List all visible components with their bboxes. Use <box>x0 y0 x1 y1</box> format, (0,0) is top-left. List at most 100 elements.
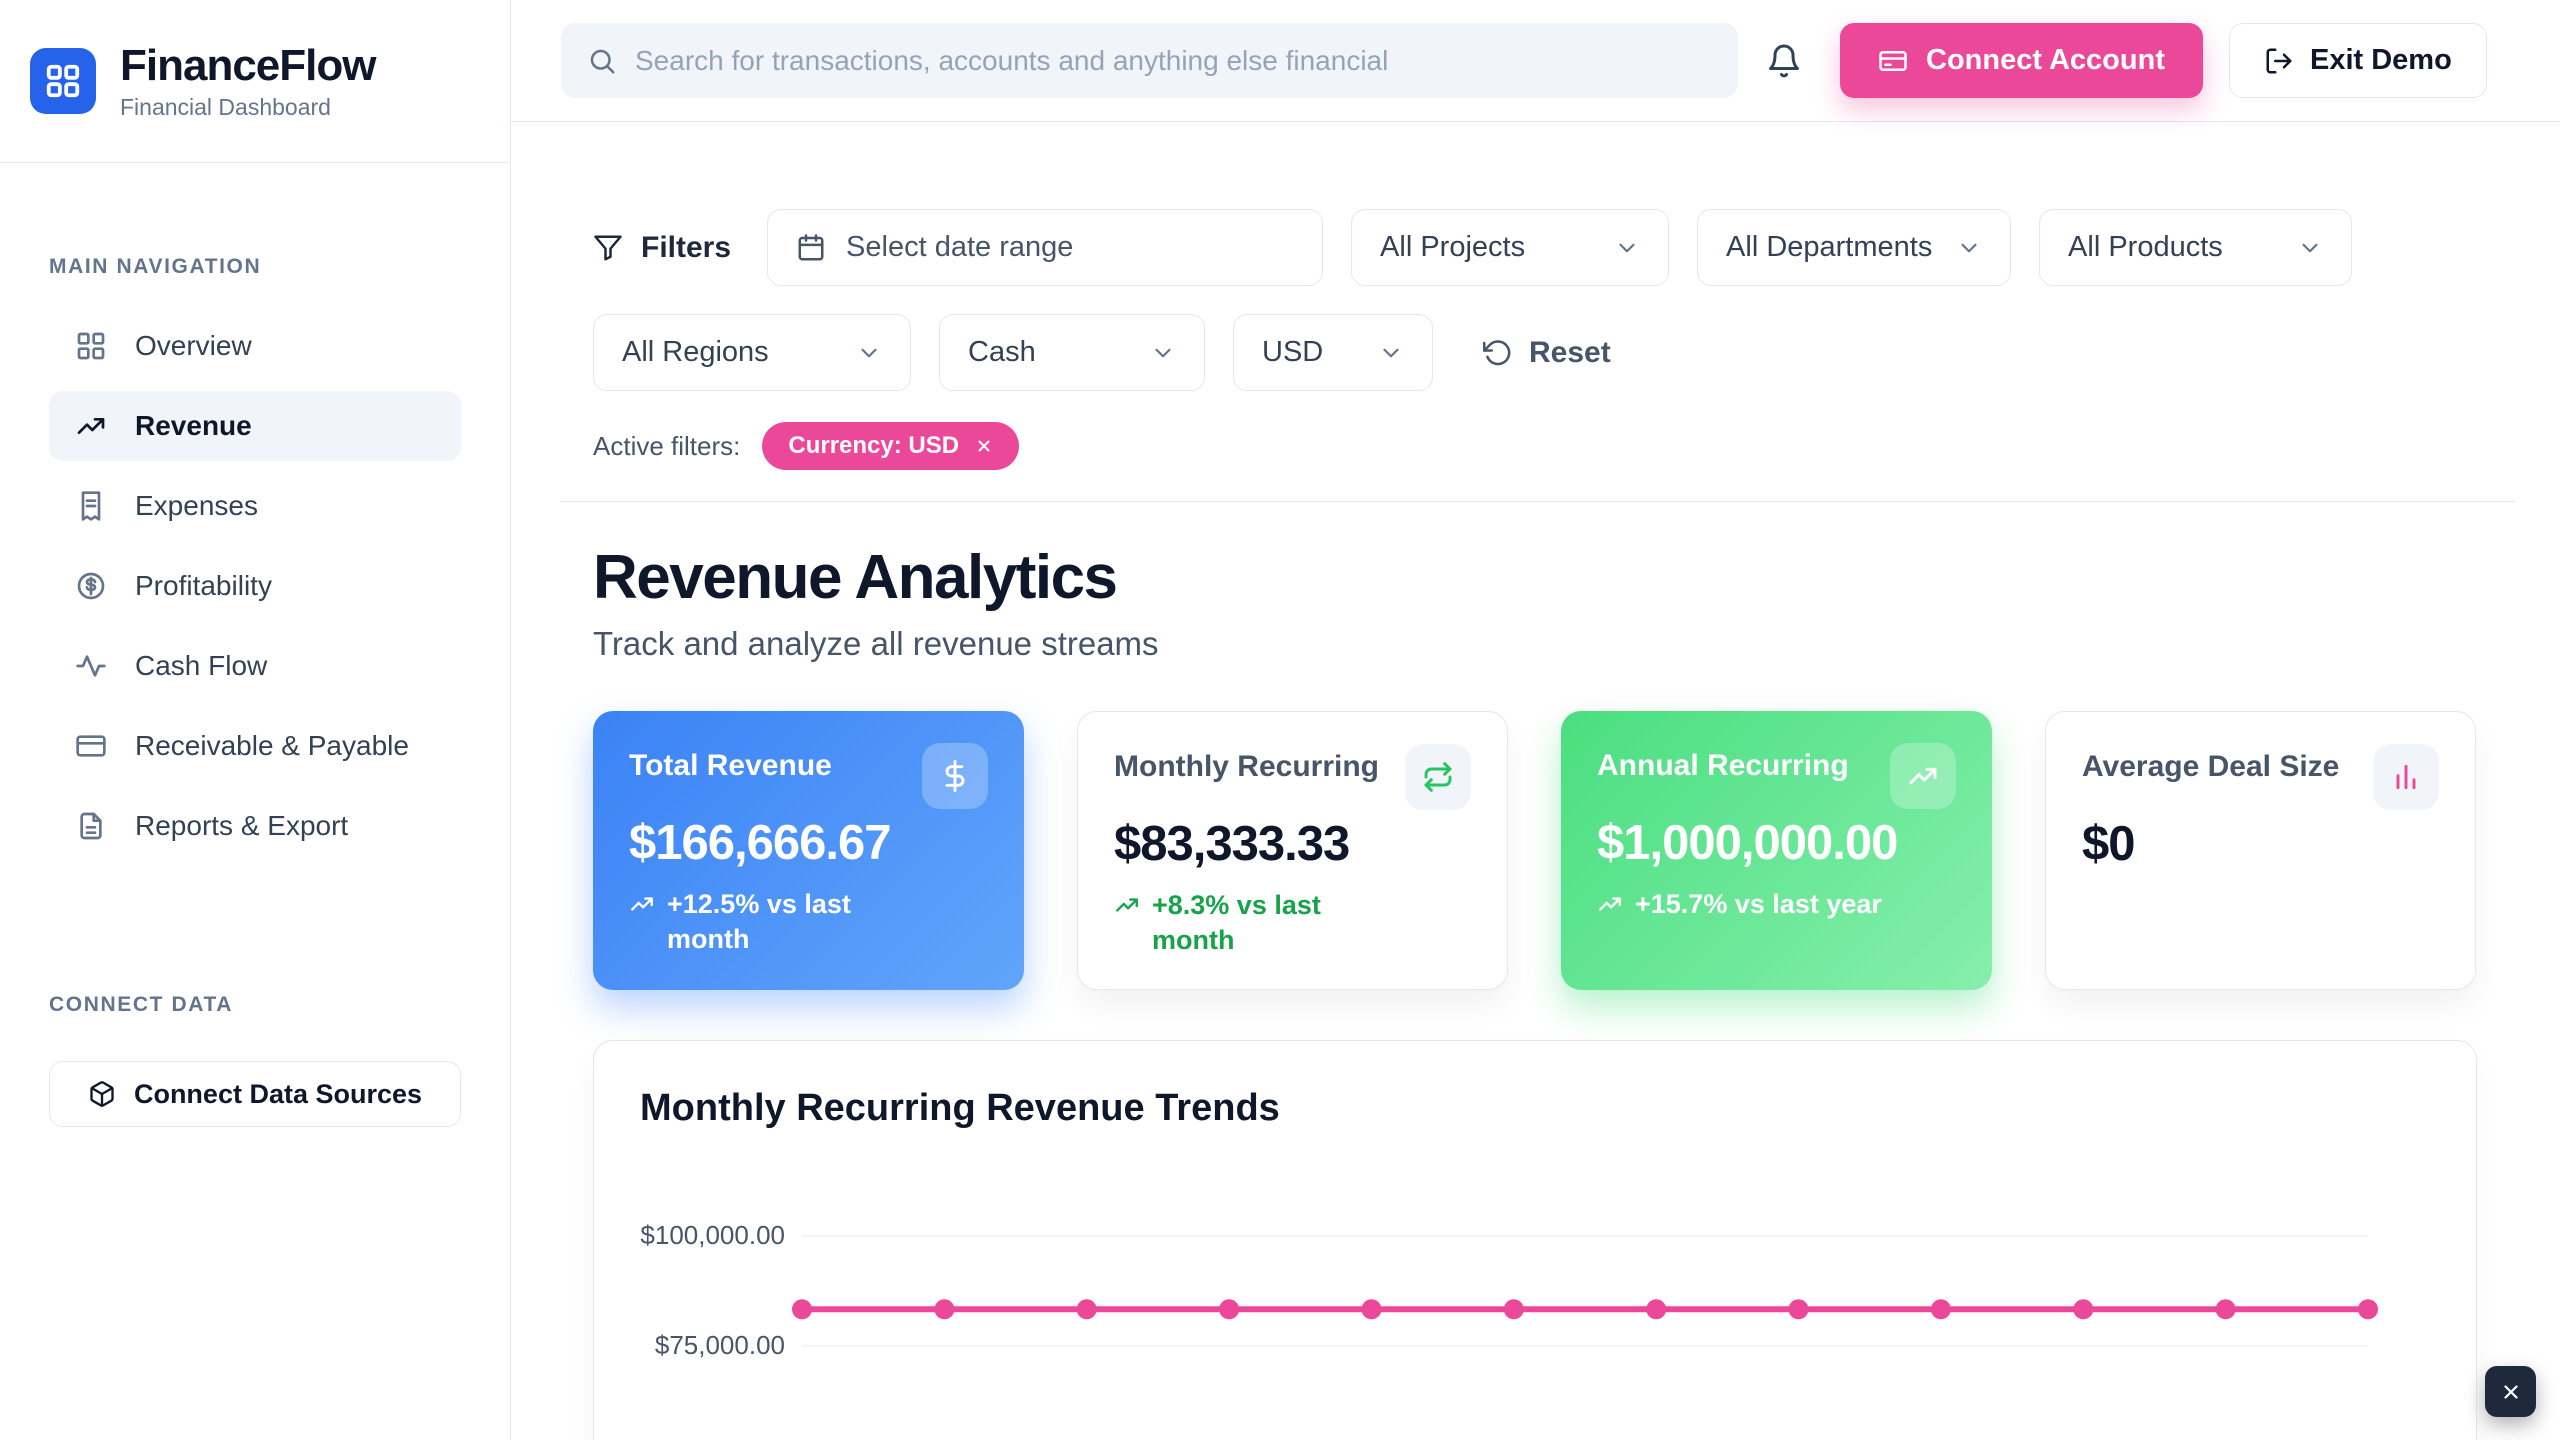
metric-label: Average Deal Size <box>2082 750 2340 783</box>
search-icon <box>587 46 617 76</box>
close-icon <box>2500 1381 2522 1403</box>
sidebar-item-label: Reports & Export <box>135 810 349 841</box>
filters-title: Filters <box>593 231 731 265</box>
departments-filter[interactable]: All Departments <box>1697 209 2012 286</box>
exit-demo-label: Exit Demo <box>2309 44 2452 76</box>
page-title: Revenue Analytics <box>593 543 1118 612</box>
trend-up-icon <box>629 891 655 917</box>
regions-filter-value: All Regions <box>622 336 769 368</box>
connect-data-heading: CONNECT DATA <box>49 993 234 1016</box>
metric-change: +8.3% vs last month <box>1114 888 1471 957</box>
sidebar-item-label: Cash Flow <box>135 650 268 681</box>
reset-filters-button[interactable]: Reset <box>1483 336 1611 370</box>
metric-value: $0 <box>2082 817 2136 871</box>
main-panel: Connect Account Exit Demo Filters Select… <box>511 0 2560 1440</box>
page-content: Filters Select date range All Projects A… <box>511 122 2560 1440</box>
mrr-trends-chart-card: Monthly Recurring Revenue Trends $100,00… <box>593 1040 2477 1440</box>
products-filter[interactable]: All Products <box>2039 209 2353 286</box>
connect-account-button[interactable]: Connect Account <box>1840 23 2203 98</box>
logo-icon <box>30 48 96 114</box>
date-range-input[interactable]: Select date range <box>767 209 1324 286</box>
logout-icon <box>2264 46 2294 76</box>
refresh-icon <box>1405 744 1471 810</box>
wallet-icon <box>1878 46 1908 76</box>
sidebar-item-label: Profitability <box>135 570 272 601</box>
cube-icon <box>88 1080 116 1108</box>
currency-filter[interactable]: USD <box>1233 314 1433 391</box>
main-navigation: MAIN NAVIGATION Overview Revenue Expense… <box>0 255 510 871</box>
funnel-icon <box>593 233 623 263</box>
regions-filter[interactable]: All Regions <box>593 314 911 391</box>
projects-filter-value: All Projects <box>1380 231 1526 263</box>
notifications-button[interactable] <box>1752 29 1816 93</box>
date-range-placeholder: Select date range <box>846 231 1074 263</box>
currency-filter-badge[interactable]: Currency: USD <box>762 422 1020 470</box>
sidebar-item-reports-export[interactable]: Reports & Export <box>49 791 461 861</box>
metric-label: Total Revenue <box>629 749 832 782</box>
sidebar-item-label: Overview <box>135 330 252 361</box>
monthly-recurring-card: Monthly Recurring $83,333.33 +8.3% vs la… <box>1077 711 1508 990</box>
app-logo: FinanceFlow Financial Dashboard <box>0 0 510 163</box>
exit-demo-button[interactable]: Exit Demo <box>2228 23 2487 98</box>
section-divider <box>560 501 2515 502</box>
connect-data-sources-button[interactable]: Connect Data Sources <box>49 1061 461 1127</box>
sidebar-item-label: Revenue <box>135 410 252 441</box>
receipt-icon <box>75 490 107 522</box>
currency-badge-label: Currency: USD <box>788 432 960 459</box>
chevron-down-icon <box>1150 340 1176 366</box>
calendar-icon <box>796 233 826 263</box>
activity-icon <box>75 650 107 682</box>
average-deal-size-card: Average Deal Size $0 <box>2045 711 2476 990</box>
currency-filter-value: USD <box>1262 336 1324 368</box>
sidebar: FinanceFlow Financial Dashboard MAIN NAV… <box>0 0 511 1440</box>
connect-data-section: CONNECT DATA Connect Data Sources <box>0 993 510 1127</box>
y-axis-tick: $75,000.00 <box>654 1330 785 1360</box>
global-search[interactable] <box>561 23 1738 98</box>
close-toast-button[interactable] <box>2485 1366 2536 1417</box>
search-input[interactable] <box>635 44 1712 77</box>
chevron-down-icon <box>856 340 882 366</box>
trend-up-icon <box>1597 891 1623 917</box>
metric-change: +12.5% vs last month <box>629 887 988 956</box>
filters-title-label: Filters <box>641 230 732 264</box>
dollar-circle-icon <box>75 570 107 602</box>
metric-value: $166,666.67 <box>629 816 892 870</box>
accounting-basis-filter[interactable]: Cash <box>939 314 1205 391</box>
grid-icon <box>75 330 107 362</box>
trend-up-icon <box>1890 743 1956 809</box>
sidebar-item-overview[interactable]: Overview <box>49 311 461 381</box>
projects-filter[interactable]: All Projects <box>1351 209 1670 286</box>
reset-label: Reset <box>1529 335 1611 369</box>
chart-title: Monthly Recurring Revenue Trends <box>640 1087 1280 1129</box>
chevron-down-icon <box>1956 235 1982 261</box>
metric-value: $1,000,000.00 <box>1597 816 1898 870</box>
sidebar-item-expenses[interactable]: Expenses <box>49 471 461 541</box>
revenue-trend-line-chart[interactable] <box>594 1041 2478 1440</box>
chevron-down-icon <box>1614 235 1640 261</box>
metric-change: +15.7% vs last year <box>1597 887 1956 922</box>
bar-chart-icon <box>2373 744 2439 810</box>
filters-row-2: All Regions Cash USD Reset <box>593 314 2477 391</box>
metric-value: $83,333.33 <box>1114 817 1350 871</box>
sidebar-item-revenue[interactable]: Revenue <box>49 391 461 461</box>
metric-label: Monthly Recurring <box>1114 750 1380 783</box>
app-subtitle: Financial Dashboard <box>120 94 331 120</box>
sidebar-item-receivable-payable[interactable]: Receivable & Payable <box>49 711 461 781</box>
total-revenue-card: Total Revenue $166,666.67 +12.5% vs last… <box>593 711 1024 990</box>
chevron-down-icon <box>1378 340 1404 366</box>
metric-cards-row: Total Revenue $166,666.67 +12.5% vs last… <box>593 711 2477 990</box>
credit-card-icon <box>75 730 107 762</box>
connect-account-label: Connect Account <box>1926 44 2165 76</box>
app-title: FinanceFlow <box>120 41 376 90</box>
sidebar-item-profitability[interactable]: Profitability <box>49 551 461 621</box>
metric-change-text: +15.7% vs last year <box>1635 889 1882 919</box>
accounting-basis-value: Cash <box>968 336 1036 368</box>
trend-up-icon <box>1114 892 1140 918</box>
sidebar-item-label: Expenses <box>135 490 258 521</box>
close-icon[interactable] <box>975 437 993 455</box>
departments-filter-value: All Departments <box>1726 231 1933 263</box>
sidebar-item-cash-flow[interactable]: Cash Flow <box>49 631 461 701</box>
topbar: Connect Account Exit Demo <box>511 0 2560 122</box>
connect-data-sources-label: Connect Data Sources <box>133 1078 423 1109</box>
